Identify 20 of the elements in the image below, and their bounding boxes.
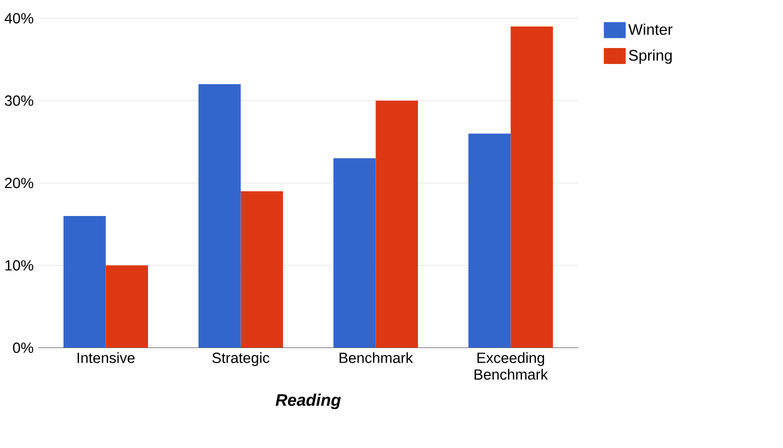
y-tick-label: 40% — [4, 13, 34, 24]
bar — [106, 266, 148, 348]
x-tick-label: Exceeding Benchmark — [474, 352, 548, 380]
bar — [468, 134, 511, 348]
y-tick-label: 30% — [4, 96, 34, 106]
bar — [198, 84, 241, 348]
bar — [376, 100, 418, 348]
y-tick-label: 20% — [5, 178, 34, 188]
x-tick-label: Benchmark — [340, 352, 413, 364]
bar — [510, 26, 553, 348]
bar — [333, 158, 376, 348]
bar — [63, 216, 106, 348]
y-tick-label: 0% — [13, 342, 34, 354]
x-axis-title: Reading — [276, 394, 341, 410]
x-tick-label: Strategic — [212, 352, 270, 366]
legend-label: Spring — [628, 50, 672, 64]
legend-label: Winter — [628, 24, 672, 36]
x-tick-label: Intensive — [78, 352, 135, 364]
bar — [240, 191, 283, 348]
y-tick-label: 10% — [5, 260, 34, 271]
